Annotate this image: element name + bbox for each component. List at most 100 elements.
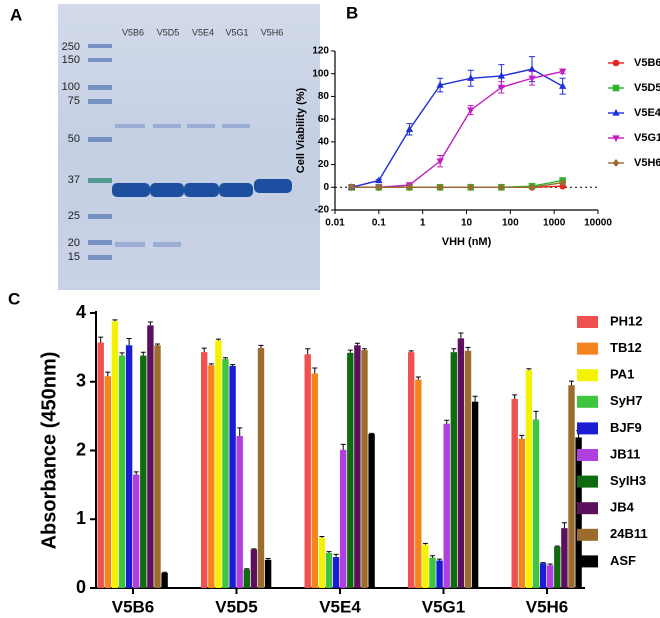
error-bar (258, 344, 264, 349)
legend-swatch (577, 502, 598, 515)
bar (318, 537, 326, 588)
error-bar (415, 376, 421, 380)
bar (450, 352, 457, 588)
x-tick-label: V5D5 (215, 597, 258, 616)
data-point (436, 158, 444, 166)
error-bar (244, 568, 250, 570)
error-bar (333, 553, 339, 558)
bar (97, 342, 104, 588)
bar (257, 348, 265, 588)
legend-swatch (577, 475, 598, 488)
error-bar (155, 343, 160, 346)
y-axis-label: Absorbance (450nm) (38, 352, 60, 550)
legend-label: SyH7 (610, 393, 643, 408)
error-bar (215, 338, 221, 341)
bar (347, 352, 354, 588)
series-line (351, 68, 564, 188)
legend-label: TB12 (610, 340, 642, 355)
legend-swatch (577, 369, 598, 382)
series-line (351, 182, 563, 188)
bar (243, 569, 250, 588)
gel-image: V5B6 V5D5 V5E4 V5G1 V5H6 250 150 100 75 … (58, 4, 320, 290)
error-bar (465, 346, 471, 351)
data-point (528, 75, 536, 83)
legend-label: BJF9 (610, 420, 642, 435)
data-point (467, 183, 475, 192)
error-bar (223, 357, 228, 360)
bar (250, 549, 258, 588)
legend-label: V5D5 (634, 82, 660, 94)
x-tick-label: 10 (461, 218, 473, 229)
y-tick-label: 120 (312, 46, 329, 57)
bar (264, 559, 272, 588)
error-bar (208, 363, 214, 366)
marker-label: 25 (68, 210, 80, 222)
legend-marker (612, 135, 620, 142)
legend-swatch (577, 395, 598, 408)
legend-swatch (577, 528, 598, 541)
marker-label: 250 (62, 41, 80, 53)
error-bar (237, 427, 243, 437)
data-point (497, 84, 506, 92)
error-bar (319, 535, 325, 538)
error-bar (251, 548, 257, 550)
data-point (528, 65, 536, 72)
x-tick-label: 1 (420, 218, 426, 229)
panel-label: C (8, 289, 20, 308)
legend-swatch (577, 555, 598, 568)
bar (140, 355, 147, 588)
bar (518, 438, 525, 588)
sample-bands (112, 179, 292, 197)
y-tick-label: 20 (318, 159, 330, 170)
legend-marker (612, 159, 620, 167)
error-bar (569, 380, 574, 386)
bar (429, 557, 436, 588)
bar (222, 359, 229, 588)
bar (415, 379, 422, 588)
data-point (559, 82, 567, 89)
bar (525, 370, 533, 588)
legend-label: PA1 (610, 367, 634, 382)
error-bar (119, 352, 125, 356)
legend-label: JB11 (610, 446, 640, 461)
y-tick-label: 0 (76, 577, 86, 597)
bar (215, 340, 222, 588)
data-point (559, 178, 566, 187)
bar (436, 560, 443, 588)
bar (457, 338, 465, 588)
bar (568, 385, 575, 588)
legend-label: V5H6 (634, 157, 660, 169)
data-point (436, 183, 444, 192)
lane-label: V5E4 (192, 27, 214, 37)
lane-label: V5G1 (225, 27, 248, 37)
series-line (351, 70, 563, 188)
legend-label: JB4 (610, 500, 635, 515)
error-bar (430, 555, 435, 558)
bar (147, 325, 154, 588)
bar (361, 350, 368, 588)
y-tick-label: -20 (315, 205, 330, 216)
error-bar (126, 337, 132, 346)
error-bar (312, 367, 318, 374)
error-bar (201, 347, 207, 353)
data-point (375, 183, 383, 192)
lane-label: V5D5 (157, 27, 180, 37)
bar (408, 352, 415, 588)
error-bar (340, 443, 346, 450)
lane-label: V5H6 (261, 27, 284, 37)
legend-marker (612, 59, 620, 67)
x-tick-label: V5G1 (422, 597, 465, 616)
error-bar (162, 571, 168, 573)
x-tick-label: 100 (502, 218, 519, 229)
legend-label: 24B11 (610, 526, 648, 541)
y-tick-label: 1 (76, 508, 86, 528)
bar (154, 345, 161, 588)
marker-label: 50 (68, 133, 80, 145)
legend-swatch (577, 342, 598, 355)
data-point (497, 72, 506, 79)
error-bar (458, 332, 464, 339)
data-point (406, 183, 413, 192)
data-point (436, 81, 444, 88)
error-bar (326, 551, 332, 553)
